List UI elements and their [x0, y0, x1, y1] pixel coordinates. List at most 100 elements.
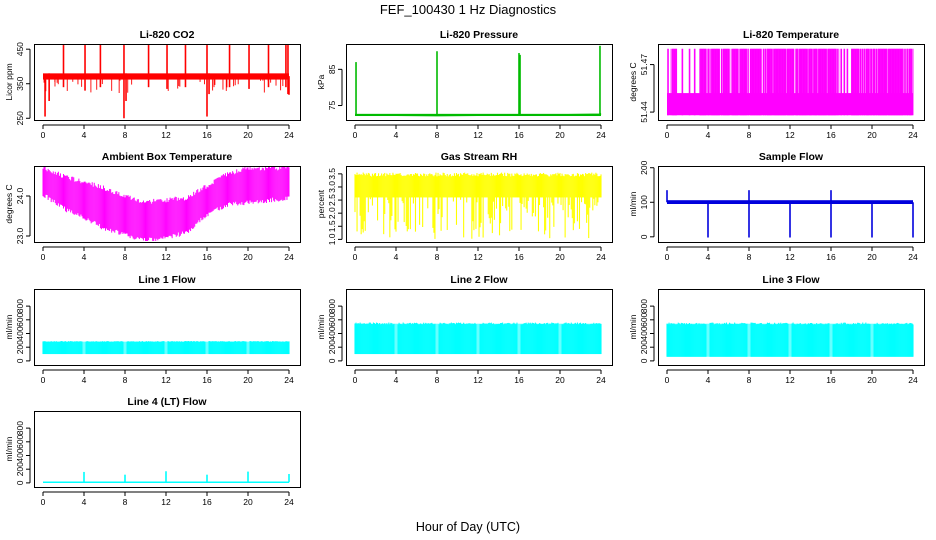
series-band: [667, 323, 913, 357]
y-tick-label: 400: [327, 326, 337, 340]
y-tick-label: 3.5: [327, 168, 337, 180]
y-axis-label: ml/min: [316, 314, 326, 339]
x-tick-label: 12: [161, 497, 171, 507]
x-tick-label: 20: [243, 375, 253, 385]
panel-title: Line 1 Flow: [138, 274, 196, 286]
y-tick-label: 800: [327, 299, 337, 313]
y-tick-label: 3.0: [327, 181, 337, 193]
y-tick-label: 51.47: [639, 54, 649, 76]
x-tick-label: 4: [706, 252, 711, 262]
x-tick-label: 24: [596, 375, 606, 385]
x-tick-label: 20: [555, 130, 565, 140]
x-tick-label: 24: [596, 252, 606, 262]
x-tick-label: 8: [123, 375, 128, 385]
x-tick-label: 0: [41, 497, 46, 507]
x-tick-label: 20: [867, 130, 877, 140]
y-tick-label: 75: [327, 101, 337, 111]
y-tick-label: 100: [639, 195, 649, 209]
x-tick-label: 16: [202, 497, 212, 507]
panel-6: Sample Flow 0 4 8 12 16 20 24 0 100 200 ml/min: [628, 151, 925, 262]
x-tick-label: 4: [82, 497, 87, 507]
x-tick-label: 24: [284, 130, 294, 140]
x-tick-label: 16: [514, 130, 524, 140]
x-tick-label: 0: [353, 130, 358, 140]
y-tick-label: 1.5: [327, 220, 337, 232]
x-tick-label: 20: [243, 252, 253, 262]
x-tick-label: 0: [665, 130, 670, 140]
x-tick-label: 12: [161, 252, 171, 262]
series-line: [354, 112, 602, 117]
x-tick-label: 16: [514, 375, 524, 385]
y-tick-label: 200: [327, 340, 337, 354]
x-tick-label: 8: [435, 375, 440, 385]
y-tick-label: 800: [639, 299, 649, 313]
x-tick-label: 12: [785, 130, 795, 140]
x-tick-label: 20: [867, 252, 877, 262]
y-tick-label: 400: [15, 448, 25, 462]
y-tick-label: 200: [639, 340, 649, 354]
x-tick-label: 12: [785, 252, 795, 262]
panel-4: Ambient Box Temperature 0 4 8 12 16 20 24 23.0 24…: [4, 151, 301, 262]
x-tick-label: 16: [202, 130, 212, 140]
x-tick-label: 4: [394, 130, 399, 140]
x-tick-label: 8: [747, 375, 752, 385]
figure-title: FEF_100430 1 Hz Diagnostics: [380, 2, 557, 17]
x-tick-label: 0: [353, 375, 358, 385]
y-tick-label: 0: [639, 358, 649, 363]
series-band: [43, 341, 289, 355]
x-tick-label: 24: [908, 252, 918, 262]
panel-frame: [346, 166, 613, 243]
x-tick-label: 24: [284, 497, 294, 507]
y-tick-label: 200: [639, 160, 649, 174]
series-marks: [43, 45, 290, 119]
figure-xlabel: Hour of Day (UTC): [416, 520, 520, 534]
y-tick-label: 600: [15, 434, 25, 448]
x-tick-label: 8: [435, 252, 440, 262]
y-tick-label: 2.0: [327, 207, 337, 219]
panel-title: Li-820 CO2: [140, 29, 195, 41]
panel-title: Line 3 Flow: [762, 274, 820, 286]
y-tick-label: 85: [327, 64, 337, 74]
x-tick-label: 20: [555, 375, 565, 385]
panel-frame: [34, 44, 301, 121]
panel-9: Line 3 Flow 0 4 8 12 16 20 24 0 200400600800ml/mi…: [628, 274, 925, 385]
x-tick-label: 12: [785, 375, 795, 385]
y-tick-label: 23.0: [15, 227, 25, 244]
panel-7: Line 1 Flow 0 4 8 12 16 20 24 0 200400600800ml/mi…: [4, 274, 301, 385]
y-axis-label: ml/min: [4, 436, 14, 461]
panel-frame: [346, 289, 613, 366]
x-tick-label: 0: [41, 375, 46, 385]
series-marks: [42, 341, 290, 355]
x-tick-label: 8: [123, 497, 128, 507]
x-tick-label: 16: [826, 252, 836, 262]
series-marks: [667, 48, 914, 116]
y-tick-label: 600: [639, 312, 649, 326]
series-marks: [354, 45, 602, 117]
y-tick-label: 51.44: [639, 101, 649, 123]
panel-title: Sample Flow: [759, 151, 824, 163]
y-tick-label: 1.0: [327, 233, 337, 245]
x-tick-label: 12: [473, 375, 483, 385]
panel-frame: [658, 44, 925, 121]
x-tick-label: 8: [123, 130, 128, 140]
x-tick-label: 24: [284, 375, 294, 385]
series-marks: [42, 167, 290, 241]
y-tick-label: 600: [327, 312, 337, 326]
panel-8: Line 2 Flow 0 4 8 12 16 20 24 0 200400600800ml/mi…: [316, 274, 613, 385]
x-tick-label: 4: [706, 375, 711, 385]
panel-frame: [658, 289, 925, 366]
x-tick-label: 4: [394, 375, 399, 385]
x-tick-label: 12: [161, 375, 171, 385]
y-tick-label: 800: [15, 421, 25, 435]
y-tick-label: 0: [15, 480, 25, 485]
y-tick-label: 250: [15, 111, 25, 125]
y-axis-label: ml/min: [4, 314, 14, 339]
series-band: [355, 323, 601, 355]
panel-3: Li-820 Temperature 0 4 8 12 16 20 24 51.44 51.47d…: [628, 29, 925, 140]
y-tick-label: 350: [15, 76, 25, 90]
y-axis-label: Licor ppm: [4, 63, 14, 100]
x-tick-label: 8: [747, 252, 752, 262]
y-tick-label: 0: [15, 358, 25, 363]
